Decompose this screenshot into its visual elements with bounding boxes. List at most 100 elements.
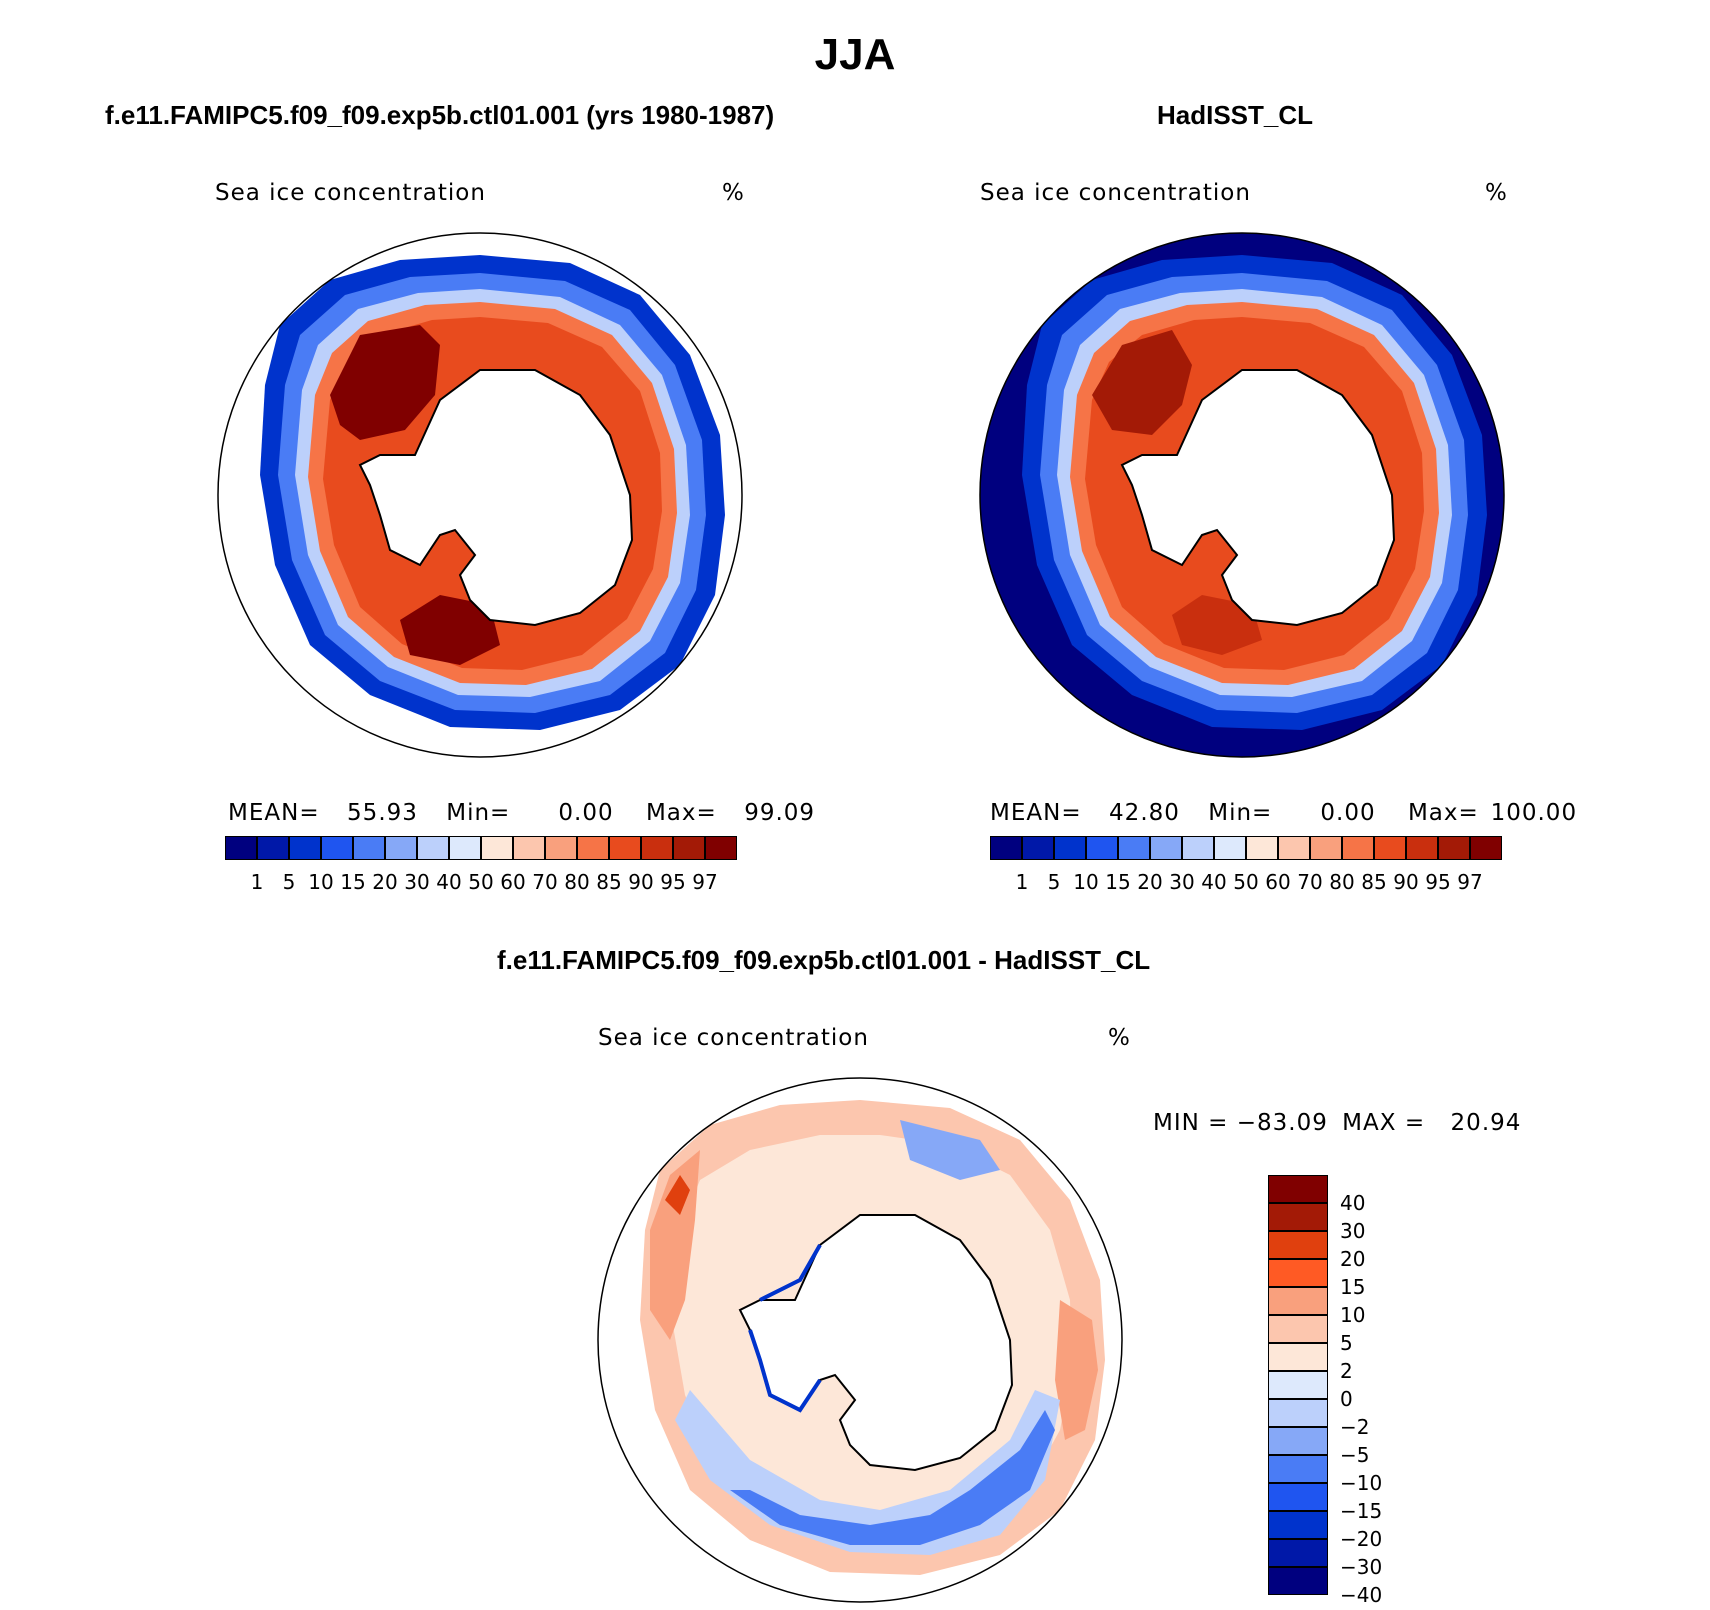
model-colorbar-swatch xyxy=(513,836,545,860)
obs-panel-title: HadISST_CL xyxy=(1157,100,1314,130)
diff-colorbar-tick-label: 0 xyxy=(1340,1387,1353,1411)
obs-unit-label: % xyxy=(1485,180,1508,206)
obs-colorbar-tick-label: 80 xyxy=(1329,870,1355,894)
model-colorbar-tick-label: 85 xyxy=(596,870,622,894)
antarctica-landmass xyxy=(358,369,634,627)
diff-colorbar-swatch xyxy=(1268,1399,1328,1427)
diff-colorbar-tick-label: 30 xyxy=(1340,1219,1366,1243)
model-panel-title: f.e11.FAMIPC5.f09_f09.exp5b.ctl01.001 (y… xyxy=(105,100,775,130)
diff-colorbar-swatch xyxy=(1268,1231,1328,1259)
diff-colorbar-tick-label: −20 xyxy=(1340,1527,1383,1551)
model-colorbar-tick-label: 80 xyxy=(564,870,590,894)
diff-colorbar-swatch xyxy=(1268,1287,1328,1315)
diff-colorbar-swatch xyxy=(1268,1259,1328,1287)
diff-colorbar-swatch xyxy=(1268,1315,1328,1343)
obs-colorbar-swatch xyxy=(1278,836,1310,860)
model-unit-label: % xyxy=(722,180,745,206)
diff-colorbar-tick-label: −10 xyxy=(1340,1471,1383,1495)
obs-colorbar-tick-label: 50 xyxy=(1233,870,1259,894)
diff-colorbar-swatch xyxy=(1268,1539,1328,1567)
obs-stats: MEAN= 42.80 Min= 0.00 Max= 100.00 xyxy=(990,800,1578,826)
obs-colorbar-swatch xyxy=(1438,836,1470,860)
model-colorbar-swatch xyxy=(481,836,513,860)
obs-colorbar-swatch xyxy=(1246,836,1278,860)
diff-colorbar-tick-label: −40 xyxy=(1340,1583,1383,1607)
obs-colorbar-swatch xyxy=(1342,836,1374,860)
obs-colorbar-tick-label: 10 xyxy=(1073,870,1099,894)
obs-colorbar-swatch xyxy=(990,836,1022,860)
obs-colorbar-swatch xyxy=(1406,836,1438,860)
model-colorbar-swatch xyxy=(609,836,641,860)
diff-colorbar-swatch xyxy=(1268,1427,1328,1455)
obs-colorbar-tick-label: 95 xyxy=(1425,870,1451,894)
obs-variable-label: Sea ice concentration xyxy=(980,180,1251,206)
diff-colorbar-tick-label: −5 xyxy=(1340,1443,1370,1467)
model-colorbar-swatch xyxy=(705,836,737,860)
obs-colorbar-swatch xyxy=(1022,836,1054,860)
antarctica-landmass xyxy=(1120,369,1396,627)
diff-colorbar-tick-label: 20 xyxy=(1340,1247,1366,1271)
diff-minmax: MIN = −83.09 MAX = 20.94 xyxy=(1153,1110,1522,1136)
model-colorbar xyxy=(225,836,737,860)
obs-colorbar-swatch xyxy=(1374,836,1406,860)
diff-variable-label: Sea ice concentration xyxy=(598,1025,869,1051)
model-colorbar-tick-label: 20 xyxy=(372,870,398,894)
model-colorbar-swatch xyxy=(225,836,257,860)
obs-colorbar-swatch xyxy=(1310,836,1342,860)
model-variable-label: Sea ice concentration xyxy=(215,180,486,206)
model-colorbar-tick-label: 50 xyxy=(468,870,494,894)
diff-colorbar-tick-label: 2 xyxy=(1340,1359,1353,1383)
obs-colorbar-tick-label: 15 xyxy=(1105,870,1131,894)
model-colorbar-tick-label: 90 xyxy=(628,870,654,894)
model-colorbar-tick-label: 60 xyxy=(500,870,526,894)
model-colorbar-swatch xyxy=(673,836,705,860)
model-colorbar-tick-label: 95 xyxy=(660,870,686,894)
model-high-ice-patch xyxy=(330,325,440,440)
model-colorbar-swatch xyxy=(545,836,577,860)
diff-unit-label: % xyxy=(1108,1025,1131,1051)
obs-colorbar-tick-label: 97 xyxy=(1457,870,1483,894)
obs-colorbar-swatch xyxy=(1150,836,1182,860)
diff-colorbar-tick-label: 10 xyxy=(1340,1303,1366,1327)
diff-colorbar-tick-label: −30 xyxy=(1340,1555,1383,1579)
model-colorbar-swatch xyxy=(289,836,321,860)
model-colorbar-swatch xyxy=(417,836,449,860)
obs-polar-map xyxy=(979,232,1505,758)
model-colorbar-swatch xyxy=(577,836,609,860)
obs-colorbar-tick-label: 70 xyxy=(1297,870,1323,894)
diff-colorbar-tick-label: 40 xyxy=(1340,1191,1366,1215)
model-colorbar-swatch xyxy=(385,836,417,860)
page-title: JJA xyxy=(814,30,896,79)
model-colorbar-ticks: 1 5 10 15 20 30 40 50 60 70 80 85 90 95 97 xyxy=(225,870,737,894)
diff-panel-title: f.e11.FAMIPC5.f09_f09.exp5b.ctl01.001 - … xyxy=(497,945,1151,975)
diff-colorbar-tick-label: −15 xyxy=(1340,1499,1383,1523)
obs-colorbar-tick-label: 30 xyxy=(1169,870,1195,894)
obs-colorbar xyxy=(990,836,1502,860)
obs-colorbar-tick-label: 20 xyxy=(1137,870,1163,894)
obs-map-boundary xyxy=(979,232,1505,758)
model-colorbar-tick-label: 1 xyxy=(250,870,264,894)
obs-colorbar-tick-label: 85 xyxy=(1361,870,1387,894)
model-stats: MEAN= 55.93 Min= 0.00 Max= 99.09 xyxy=(228,800,816,826)
diff-colorbar-ticks: 40 30 20 15 10 5 2 0 −2 −5 −10 −15 −20 −30 −40 xyxy=(1340,1175,1420,1607)
model-colorbar-swatch xyxy=(641,836,673,860)
model-colorbar-tick-label: 70 xyxy=(532,870,558,894)
diff-colorbar-swatch xyxy=(1268,1483,1328,1511)
obs-colorbar-swatch xyxy=(1182,836,1214,860)
model-colorbar-tick-label: 15 xyxy=(340,870,366,894)
diff-colorbar-tick-label: 15 xyxy=(1340,1275,1366,1299)
diff-colorbar-tick-label: −2 xyxy=(1340,1415,1370,1439)
model-colorbar-tick-label: 10 xyxy=(308,870,334,894)
model-colorbar-swatch xyxy=(353,836,385,860)
diff-colorbar-swatch xyxy=(1268,1371,1328,1399)
model-colorbar-tick-label: 97 xyxy=(692,870,718,894)
model-polar-map xyxy=(217,232,743,758)
diff-colorbar-swatch xyxy=(1268,1203,1328,1231)
obs-colorbar-swatch xyxy=(1470,836,1502,860)
diff-colorbar xyxy=(1268,1175,1328,1595)
obs-colorbar-tick-label: 60 xyxy=(1265,870,1291,894)
obs-colorbar-ticks: 1 5 10 15 20 30 40 50 60 70 80 85 90 95 97 xyxy=(990,870,1502,894)
diff-colorbar-swatch xyxy=(1268,1175,1328,1203)
diff-colorbar-swatch xyxy=(1268,1343,1328,1371)
diff-colorbar-swatch xyxy=(1268,1511,1328,1539)
